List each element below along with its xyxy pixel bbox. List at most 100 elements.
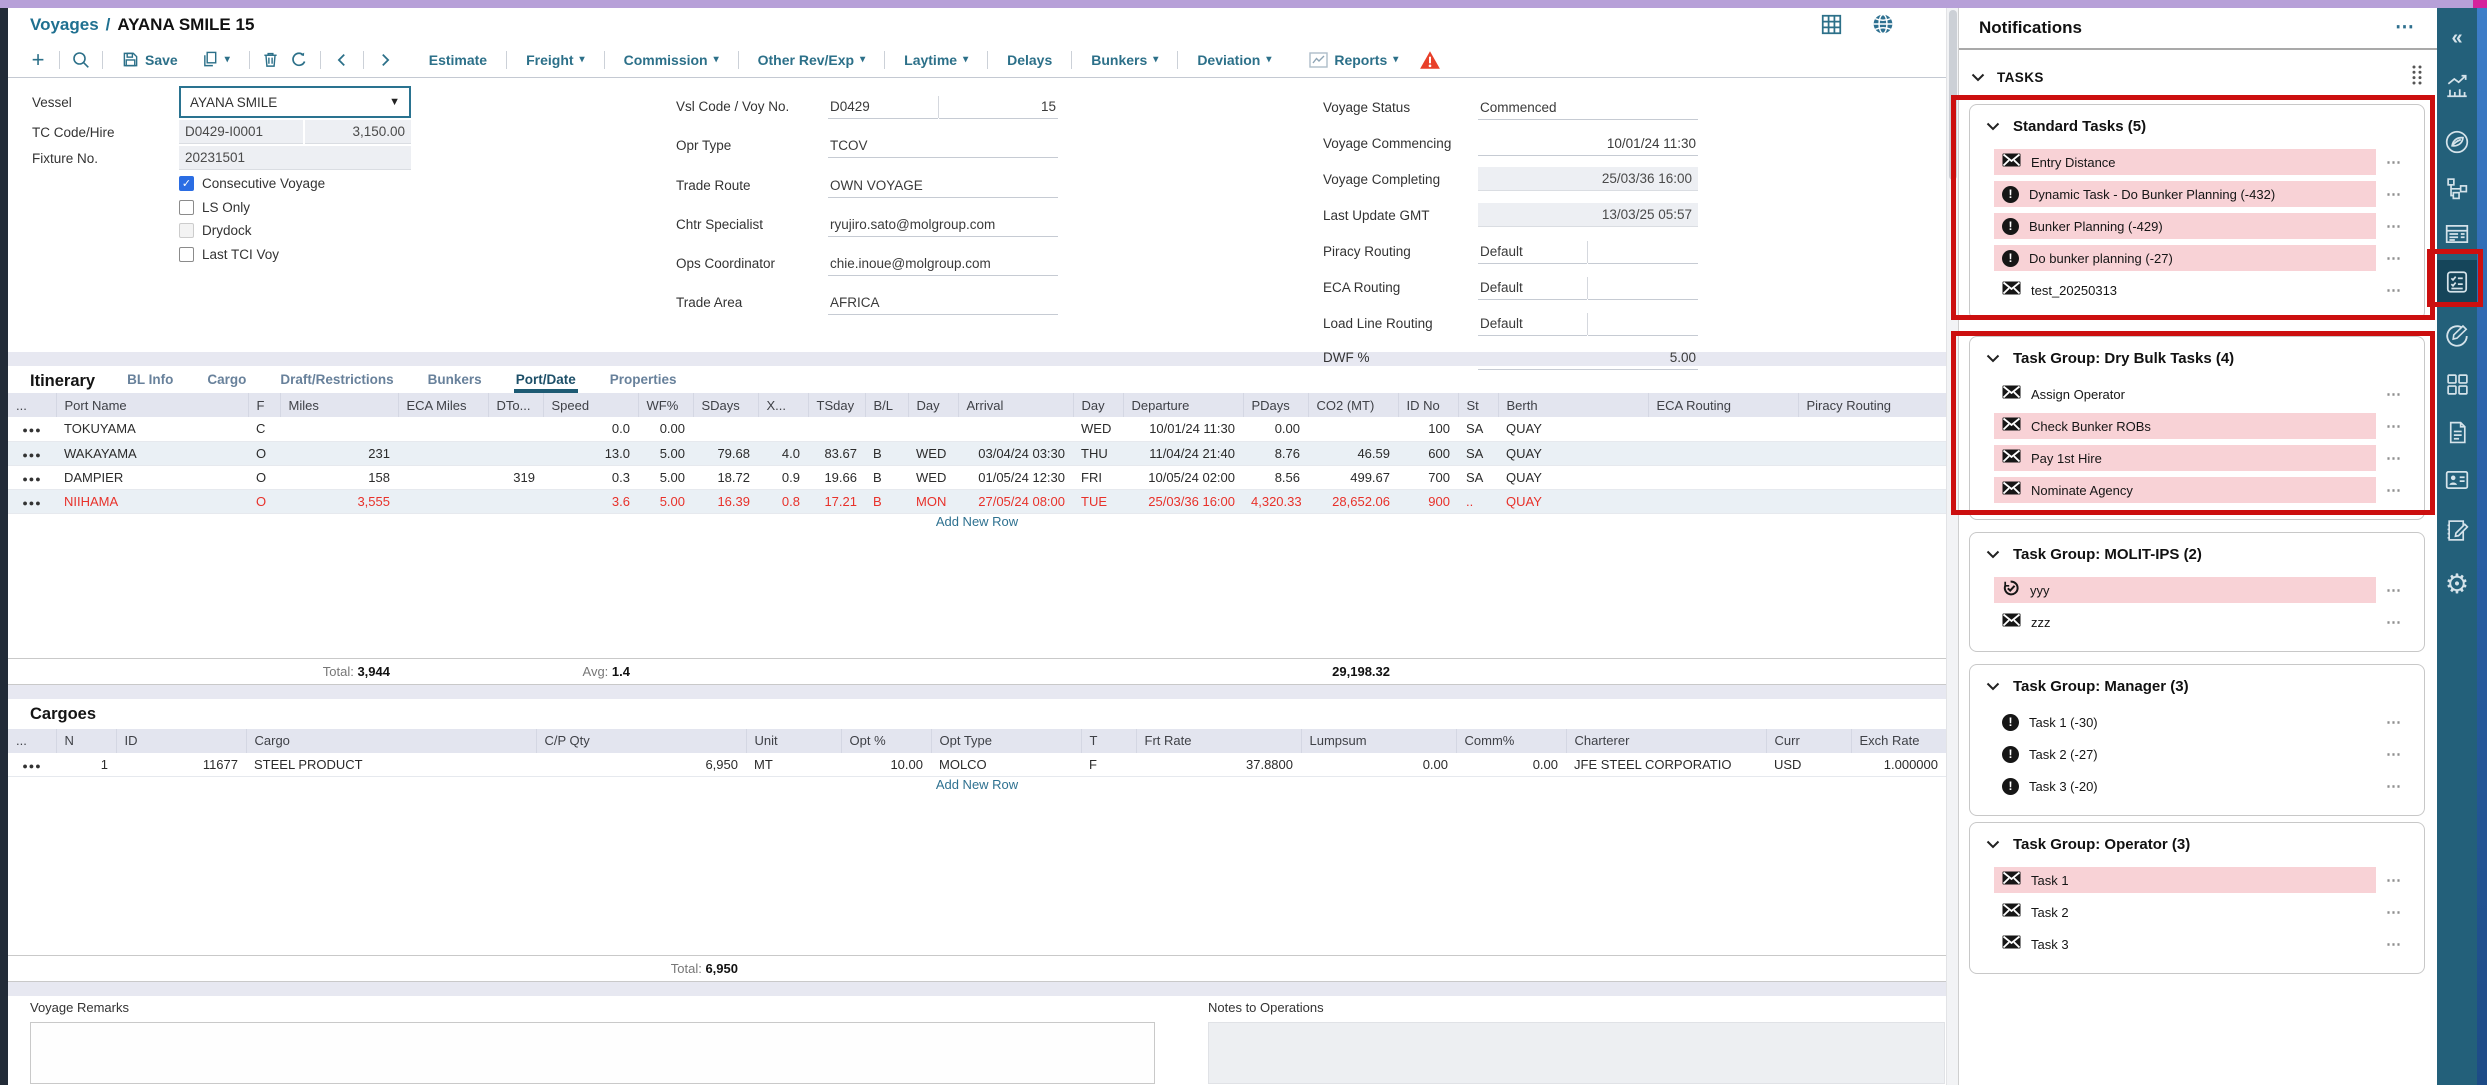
task-item[interactable]: !Bunker Planning (-429) ⋯ <box>1982 213 2412 239</box>
collapse-panel-icon[interactable]: « <box>2437 16 2477 60</box>
task-item[interactable]: !Task 3 (-20) ⋯ <box>1982 773 2412 799</box>
search-icon[interactable] <box>67 48 95 72</box>
cargoes-add-new-row-link[interactable]: Add New Row <box>8 777 1946 797</box>
tab-properties[interactable]: Properties <box>608 368 679 393</box>
delete-icon[interactable] <box>257 48 285 72</box>
other-rev-exp-menu[interactable]: Other Rev/Exp▾ <box>746 52 878 68</box>
globe-icon[interactable] <box>1872 13 1894 40</box>
vsl-code-field[interactable]: D0429 <box>828 94 938 119</box>
task-item[interactable]: Task 2 ⋯ <box>1982 899 2412 925</box>
col-pdays[interactable]: PDays <box>1243 393 1308 417</box>
freight-menu[interactable]: Freight▾ <box>514 52 596 68</box>
trade-area-field[interactable]: AFRICA <box>828 290 1058 315</box>
voy-no-field[interactable]: 15 <box>939 94 1058 119</box>
contacts-card-icon[interactable] <box>2437 458 2477 502</box>
task-item[interactable]: Task 3 ⋯ <box>1982 931 2412 957</box>
row-menu-icon[interactable]: ●●● <box>22 474 41 484</box>
piracy-routing-field[interactable]: Default <box>1478 239 1587 264</box>
col-speed[interactable]: Speed <box>543 393 638 417</box>
col-st[interactable]: St <box>1458 393 1498 417</box>
col-tsday[interactable]: TSday <box>808 393 865 417</box>
scrollbar-thumb[interactable] <box>1949 10 1957 180</box>
col-id[interactable]: ID <box>116 729 246 753</box>
col-unit[interactable]: Unit <box>746 729 841 753</box>
task-options-icon[interactable]: ⋯ <box>2376 417 2412 435</box>
task-item[interactable]: Pay 1st Hire ⋯ <box>1982 445 2412 471</box>
previous-record-icon[interactable] <box>328 48 356 72</box>
copy-menu-button[interactable]: ▾ <box>190 51 242 68</box>
col-cp-qty[interactable]: C/P Qty <box>536 729 746 753</box>
notes-to-operations-textarea[interactable] <box>1208 1022 1945 1084</box>
col-frt-rate[interactable]: Frt Rate <box>1136 729 1301 753</box>
task-options-icon[interactable]: ⋯ <box>2376 217 2412 235</box>
task-item[interactable]: !Dynamic Task - Do Bunker Planning (-432… <box>1982 181 2412 207</box>
dwf-field[interactable]: 5.00 <box>1478 345 1698 370</box>
col-miles[interactable]: Miles <box>280 393 398 417</box>
col-eca-routing[interactable]: ECA Routing <box>1648 393 1798 417</box>
task-options-icon[interactable]: ⋯ <box>2376 613 2412 631</box>
task-options-icon[interactable]: ⋯ <box>2376 185 2412 203</box>
voyage-commencing-field[interactable]: 10/01/24 11:30 <box>1478 131 1698 156</box>
breadcrumb-voyages-link[interactable]: Voyages <box>30 15 99 35</box>
col-lumpsum[interactable]: Lumpsum <box>1301 729 1456 753</box>
trade-route-field[interactable]: OWN VOYAGE <box>828 173 1058 198</box>
next-record-icon[interactable] <box>371 48 399 72</box>
notifications-menu-icon[interactable]: ⋯ <box>2395 23 2415 33</box>
task-options-icon[interactable]: ⋯ <box>2376 777 2412 795</box>
col-f[interactable]: F <box>248 393 280 417</box>
task-item[interactable]: Assign Operator ⋯ <box>1982 381 2412 407</box>
task-item[interactable]: Check Bunker ROBs ⋯ <box>1982 413 2412 439</box>
approvals-icon[interactable] <box>2437 314 2477 358</box>
col-id-no[interactable]: ID No <box>1398 393 1458 417</box>
col-arrival[interactable]: Arrival <box>958 393 1073 417</box>
chtr-specialist-field[interactable]: ryujiro.sato@molgroup.com <box>828 212 1058 237</box>
task-options-icon[interactable]: ⋯ <box>2376 481 2412 499</box>
task-options-icon[interactable]: ⋯ <box>2376 935 2412 953</box>
col-piracy-routing[interactable]: Piracy Routing <box>1798 393 1946 417</box>
task-item[interactable]: !Task 2 (-27) ⋯ <box>1982 741 2412 767</box>
task-item[interactable]: !Do bunker planning (-27) ⋯ <box>1982 245 2412 271</box>
itinerary-row-dampier[interactable]: ●●● DAMPIERO 158 3190.3 5.0018.72 0.919.… <box>8 465 1946 489</box>
task-options-icon[interactable]: ⋯ <box>2376 581 2412 599</box>
tab-draft-restrictions[interactable]: Draft/Restrictions <box>278 368 395 393</box>
col-comm-pct[interactable]: Comm% <box>1456 729 1566 753</box>
save-button[interactable]: Save <box>110 51 190 68</box>
cargo-row-steel-product[interactable]: ●●● 1 11677 STEEL PRODUCT 6,950 MT 10.00… <box>8 753 1946 777</box>
col-dto[interactable]: DTo... <box>488 393 543 417</box>
tab-cargo[interactable]: Cargo <box>205 368 248 393</box>
load-line-routing-field[interactable]: Default <box>1478 311 1587 336</box>
vertical-scrollbar[interactable] <box>1946 8 1958 1085</box>
task-item[interactable]: zzz ⋯ <box>1982 609 2412 635</box>
task-options-icon[interactable]: ⋯ <box>2376 871 2412 889</box>
task-item[interactable]: Entry Distance ⋯ <box>1982 149 2412 175</box>
consecutive-voyage-checkbox[interactable]: ✓ <box>179 176 194 191</box>
task-options-icon[interactable]: ⋯ <box>2376 903 2412 921</box>
itinerary-add-new-row-link[interactable]: Add New Row <box>8 514 1946 534</box>
task-item[interactable]: !Task 1 (-30) ⋯ <box>1982 709 2412 735</box>
col-bl[interactable]: B/L <box>865 393 908 417</box>
row-menu-icon[interactable]: ●●● <box>22 450 41 460</box>
tasks-checklist-icon[interactable] <box>2437 260 2477 304</box>
col-day-departure[interactable]: Day <box>1073 393 1123 417</box>
col-x[interactable]: X... <box>758 393 808 417</box>
fixture-no-field[interactable]: 20231501 <box>179 146 411 170</box>
col-exch-rate[interactable]: Exch Rate <box>1851 729 1946 753</box>
tab-bunkers[interactable]: Bunkers <box>426 368 484 393</box>
task-item[interactable]: test_20250313 ⋯ <box>1982 277 2412 303</box>
piracy-routing-field-2[interactable] <box>1588 239 1698 264</box>
vessel-select[interactable]: AYANA SMILE▼ <box>179 86 411 118</box>
col-opt-type[interactable]: Opt Type <box>931 729 1081 753</box>
col-co2[interactable]: CO2 (MT) <box>1308 393 1398 417</box>
col-opt-pct[interactable]: Opt % <box>841 729 931 753</box>
data-grid-icon[interactable] <box>1821 14 1842 40</box>
kpi-chart-icon[interactable] <box>2437 64 2477 108</box>
tc-hire-field[interactable]: 3,150.00 <box>305 120 411 144</box>
task-options-icon[interactable]: ⋯ <box>2376 449 2412 467</box>
ls-only-checkbox[interactable] <box>179 200 194 215</box>
refresh-icon[interactable] <box>285 48 313 72</box>
commission-menu[interactable]: Commission▾ <box>612 52 731 68</box>
tab-bl-info[interactable]: BL Info <box>125 368 175 393</box>
tasks-section-header[interactable]: TASKS <box>1959 50 2437 97</box>
task-options-icon[interactable]: ⋯ <box>2376 713 2412 731</box>
col-wf[interactable]: WF% <box>638 393 693 417</box>
